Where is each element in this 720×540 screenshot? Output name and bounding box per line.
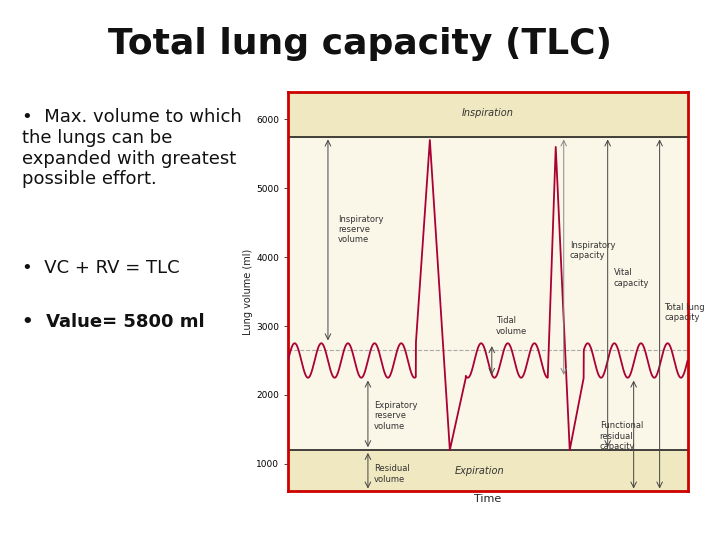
Text: •  VC + RV = TLC: • VC + RV = TLC [22, 259, 179, 277]
Text: Tidal
volume: Tidal volume [496, 316, 527, 336]
Text: Vital
capacity: Vital capacity [613, 268, 649, 287]
Text: Expiration: Expiration [455, 465, 505, 476]
X-axis label: Time: Time [474, 494, 501, 504]
Text: Expiratory
reserve
volume: Expiratory reserve volume [374, 401, 418, 430]
Y-axis label: Lung volume (ml): Lung volume (ml) [243, 248, 253, 335]
Text: •  Value= 5800 ml: • Value= 5800 ml [22, 313, 204, 331]
Text: Functional
residual
capacity: Functional residual capacity [600, 421, 643, 451]
Text: Inspiration: Inspiration [462, 108, 514, 118]
Text: Inspiratory
capacity: Inspiratory capacity [570, 240, 615, 260]
Text: Total lung
capacity: Total lung capacity [665, 302, 705, 322]
Text: Inspiratory
reserve
volume: Inspiratory reserve volume [338, 215, 384, 245]
Text: •  Max. volume to which
the lungs can be
expanded with greatest
possible effort.: • Max. volume to which the lungs can be … [22, 108, 241, 188]
Text: Residual
volume: Residual volume [374, 464, 410, 484]
Text: Total lung capacity (TLC): Total lung capacity (TLC) [108, 27, 612, 61]
